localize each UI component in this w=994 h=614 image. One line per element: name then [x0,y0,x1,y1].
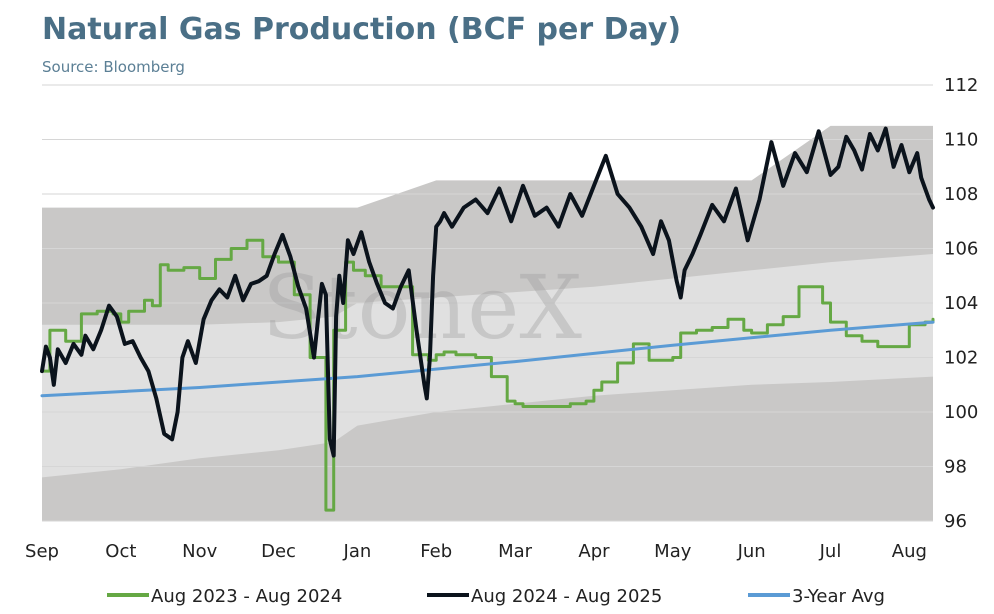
chart-subtitle: Source: Bloomberg [42,58,185,76]
x-tick-label: Jun [737,541,766,562]
x-tick-label: Dec [261,541,296,562]
x-tick-label: Sep [25,541,59,562]
x-tick-label: Feb [420,541,452,562]
y-tick-label: 98 [944,457,967,478]
series-line-1 [40,238,935,512]
series-line-3 [40,320,935,398]
x-tick-label: Jul [819,541,842,562]
legend: Aug 2023 - Aug 2024 Aug 2024 - Aug 2025 3-… [107,586,885,607]
y-tick-label: 112 [944,75,978,96]
chart-title: Natural Gas Production (BCF per Day) [42,12,682,47]
x-tick-label: Apr [578,541,610,562]
legend-label: Aug 2024 - Aug 2025 [471,586,662,607]
legend-label: 3-Year Avg [792,586,885,607]
y-tick-label: 96 [944,511,967,532]
gridlines [42,84,933,522]
x-tick-label: Oct [105,541,136,562]
x-axis-labels: Sep Oct Nov Dec Jan Feb Mar Apr May Jun Jul Aug [25,541,927,562]
y-tick-label: 102 [944,348,978,369]
series-line-2 [40,126,935,458]
x-tick-label: Jan [343,541,372,562]
x-tick-label: Nov [182,541,217,562]
y-tick-label: 100 [944,402,978,423]
x-tick-label: May [654,541,692,562]
x-tick-label: Aug [892,541,927,562]
y-tick-label: 108 [944,184,978,205]
x-tick-label: Mar [498,541,533,562]
y-tick-label: 104 [944,293,978,314]
y-tick-label: 106 [944,239,978,260]
series-lines [40,126,935,512]
y-axis-labels: 96 98 100 102 104 106 108 110 112 [944,75,978,532]
y-tick-label: 110 [944,130,978,151]
legend-label: Aug 2023 - Aug 2024 [151,586,342,607]
